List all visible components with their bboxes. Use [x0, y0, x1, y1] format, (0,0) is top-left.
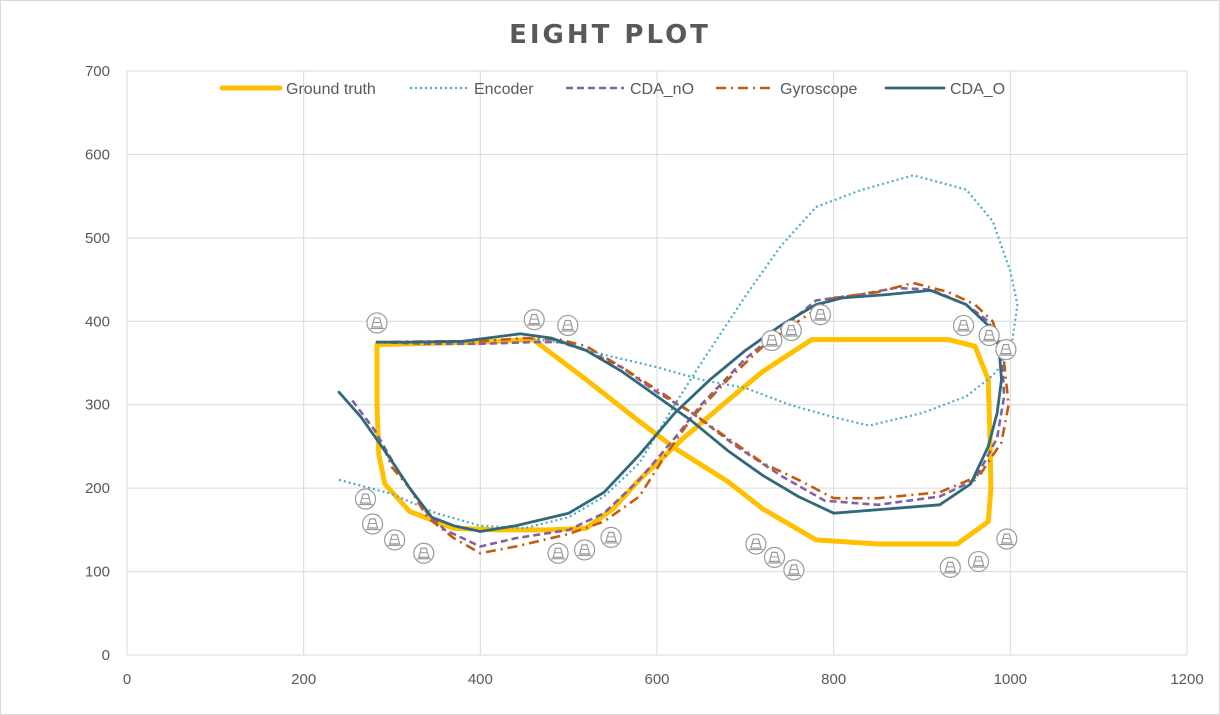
legend-label: Encoder	[474, 81, 534, 98]
cone-icon	[523, 309, 545, 331]
legend-label: CDA_O	[950, 81, 1005, 98]
y-tick-label: 600	[85, 146, 110, 163]
cone-icon	[573, 539, 596, 561]
cone-icon	[783, 559, 805, 581]
cone-icon	[952, 314, 975, 337]
x-axis-ticks: 0 200 400 600 800 1000 1200	[123, 671, 1204, 688]
y-tick-label: 0	[102, 647, 110, 664]
chart-title: EIGHT PLOT	[509, 20, 711, 50]
series-lines	[337, 174, 1019, 555]
x-tick-label: 800	[821, 671, 846, 688]
cone-markers	[354, 304, 1018, 581]
legend-label: CDA_nO	[630, 81, 694, 98]
cone-icon	[557, 314, 579, 337]
cone-icon	[745, 533, 767, 555]
x-tick-label: 200	[291, 671, 316, 688]
cone-icon	[995, 339, 1017, 361]
cone-icon	[939, 556, 961, 579]
cone-icon	[366, 312, 388, 334]
series-line-encoder	[338, 174, 1019, 530]
y-tick-label: 200	[85, 480, 110, 497]
x-tick-label: 0	[123, 671, 131, 688]
x-tick-label: 1200	[1170, 671, 1203, 688]
legend-label: Gyroscope	[780, 81, 857, 98]
cone-icon	[361, 513, 384, 535]
x-tick-label: 400	[468, 671, 493, 688]
x-tick-label: 1000	[994, 671, 1027, 688]
cone-icon	[809, 304, 832, 326]
cone-icon	[413, 542, 435, 564]
legend: Ground truth Encoder CDA_nO Gyroscope CDA_O	[219, 81, 1005, 98]
cone-icon	[600, 526, 622, 548]
y-tick-label: 100	[85, 564, 110, 581]
y-tick-label: 300	[85, 397, 110, 414]
y-tick-label: 500	[85, 230, 110, 247]
y-tick-label: 700	[85, 63, 110, 80]
y-axis-ticks: 0 100 200 300 400 500 600 700	[85, 63, 110, 664]
x-tick-label: 600	[644, 671, 669, 688]
cone-icon	[967, 550, 990, 573]
legend-label: Ground truth	[286, 81, 376, 98]
cone-icon	[978, 324, 1000, 347]
cone-icon	[547, 542, 569, 564]
cone-icon	[780, 319, 802, 342]
series-line-ground-truth	[374, 337, 994, 547]
gridlines	[126, 70, 1188, 656]
cone-icon	[996, 528, 1018, 550]
y-tick-label: 400	[85, 313, 110, 330]
series-line-gyroscope	[376, 281, 1010, 555]
cone-icon	[761, 329, 783, 352]
cone-icon	[354, 488, 377, 510]
cone-icon	[763, 546, 786, 568]
cone-icon	[384, 529, 406, 551]
